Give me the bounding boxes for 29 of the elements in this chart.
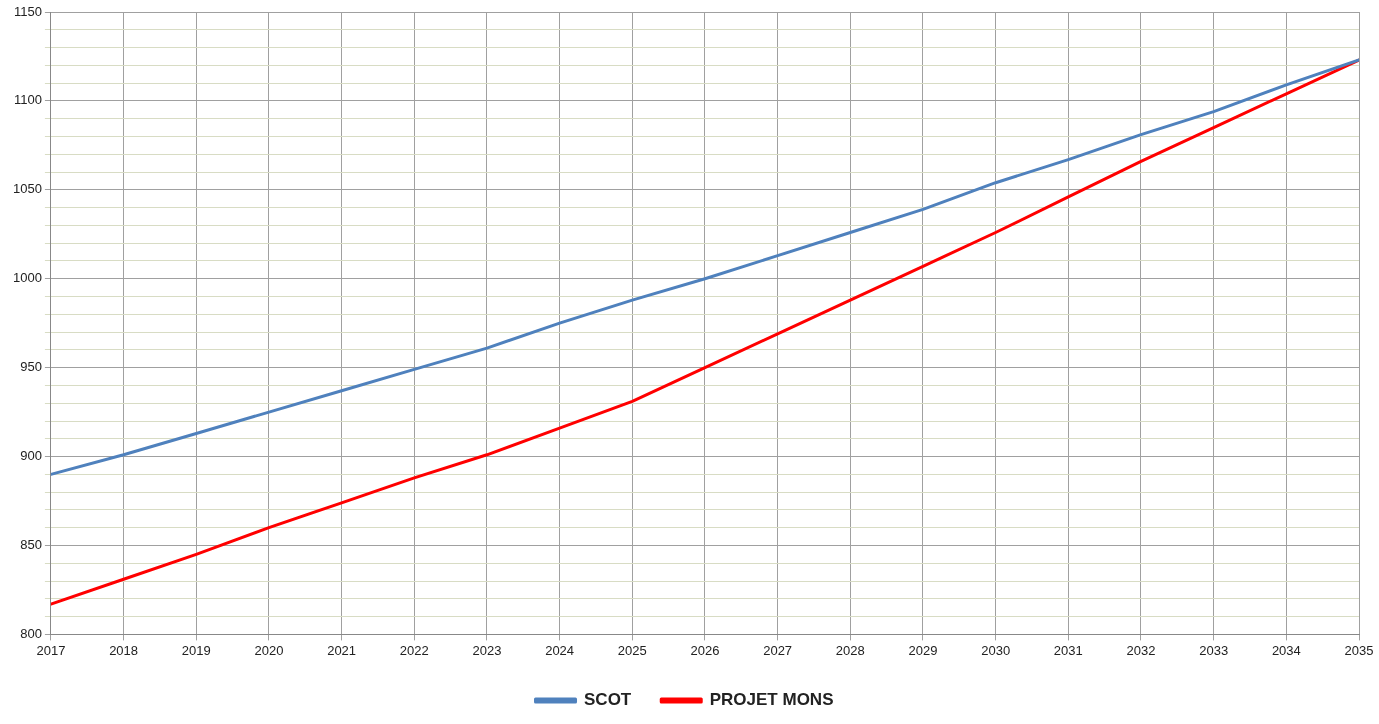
x-tick-label: 2030 <box>981 642 1011 658</box>
x-tick-label: 2032 <box>1126 642 1156 658</box>
x-tick-label: 2031 <box>1053 642 1083 658</box>
y-tick-label: 900 <box>20 448 42 464</box>
x-tick-label: 2028 <box>835 642 865 658</box>
x-tick-label: 2035 <box>1344 642 1374 658</box>
x-tick-label: 2027 <box>763 642 793 658</box>
x-tick-label: 2017 <box>36 642 66 658</box>
x-tick-label: 2024 <box>545 642 575 658</box>
x-tick-label: 2020 <box>254 642 284 658</box>
x-tick-label: 2021 <box>327 642 357 658</box>
y-tick-label: 850 <box>20 537 42 553</box>
y-tick-label: 800 <box>20 625 42 641</box>
x-tick-label: 2033 <box>1199 642 1229 658</box>
x-tick-label: 2026 <box>690 642 720 658</box>
y-tick-label: 950 <box>20 359 42 375</box>
y-tick-label: 1000 <box>13 270 42 286</box>
legend-label: PROJET MONS <box>709 690 834 710</box>
x-tick-label: 2022 <box>399 642 429 658</box>
x-tick-label: 2034 <box>1271 642 1301 658</box>
x-tick-label: 2029 <box>908 642 938 658</box>
x-tick-label: 2019 <box>181 642 211 658</box>
x-tick-label: 2018 <box>109 642 139 658</box>
x-tick-label: 2025 <box>617 642 647 658</box>
legend-label: SCOT <box>584 690 632 710</box>
y-tick-label: 1050 <box>13 181 42 197</box>
y-tick-label: 1150 <box>13 3 42 19</box>
x-tick-label: 2023 <box>472 642 502 658</box>
y-tick-label: 1100 <box>13 92 42 108</box>
